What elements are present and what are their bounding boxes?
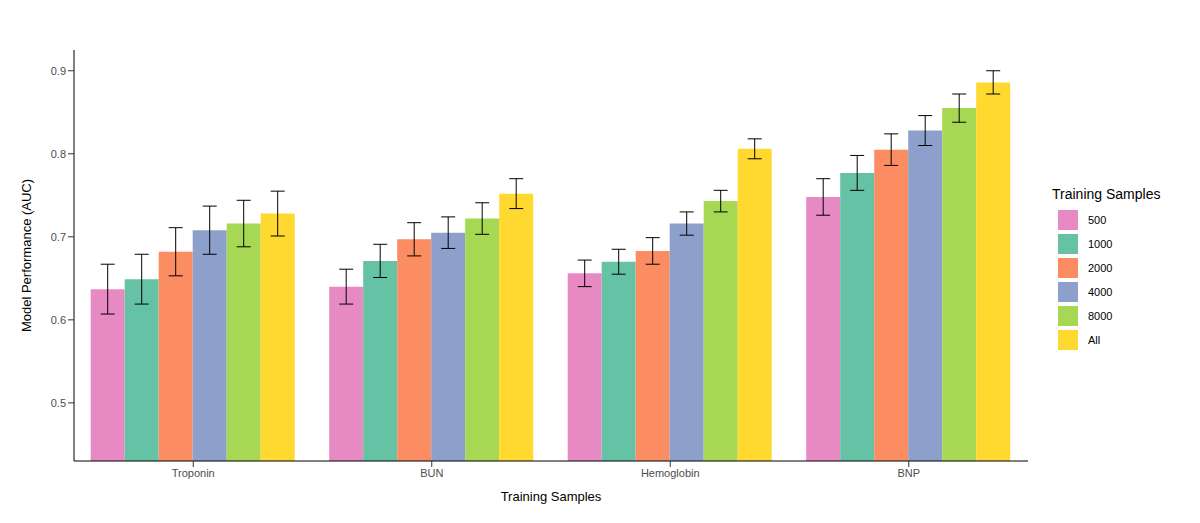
svg-text:0.5: 0.5 <box>51 397 66 409</box>
html-text:4000: 4000 <box>1088 286 1113 298</box>
svg-text:0.7: 0.7 <box>51 231 66 243</box>
html-text:500: 500 <box>1088 214 1107 226</box>
svg-text:0.8: 0.8 <box>51 148 66 160</box>
svg-text:Training Samples: Training Samples <box>501 489 602 504</box>
html-text:Training Samples: Training Samples <box>1052 186 1161 202</box>
svg-text:Model Performance (AUC): Model Performance (AUC) <box>19 179 34 332</box>
html-text:1000: 1000 <box>1088 238 1113 250</box>
svg-text:Troponin: Troponin <box>172 467 215 479</box>
svg-text:BNP: BNP <box>897 467 920 479</box>
svg-text:0.6: 0.6 <box>51 314 66 326</box>
html-text:8000: 8000 <box>1088 310 1113 322</box>
html-text:All: All <box>1088 334 1101 346</box>
svg-text:BUN: BUN <box>420 467 443 479</box>
svg-text:0.9: 0.9 <box>51 65 66 77</box>
html-text:2000: 2000 <box>1088 262 1113 274</box>
svg-text:Hemoglobin: Hemoglobin <box>641 467 700 479</box>
